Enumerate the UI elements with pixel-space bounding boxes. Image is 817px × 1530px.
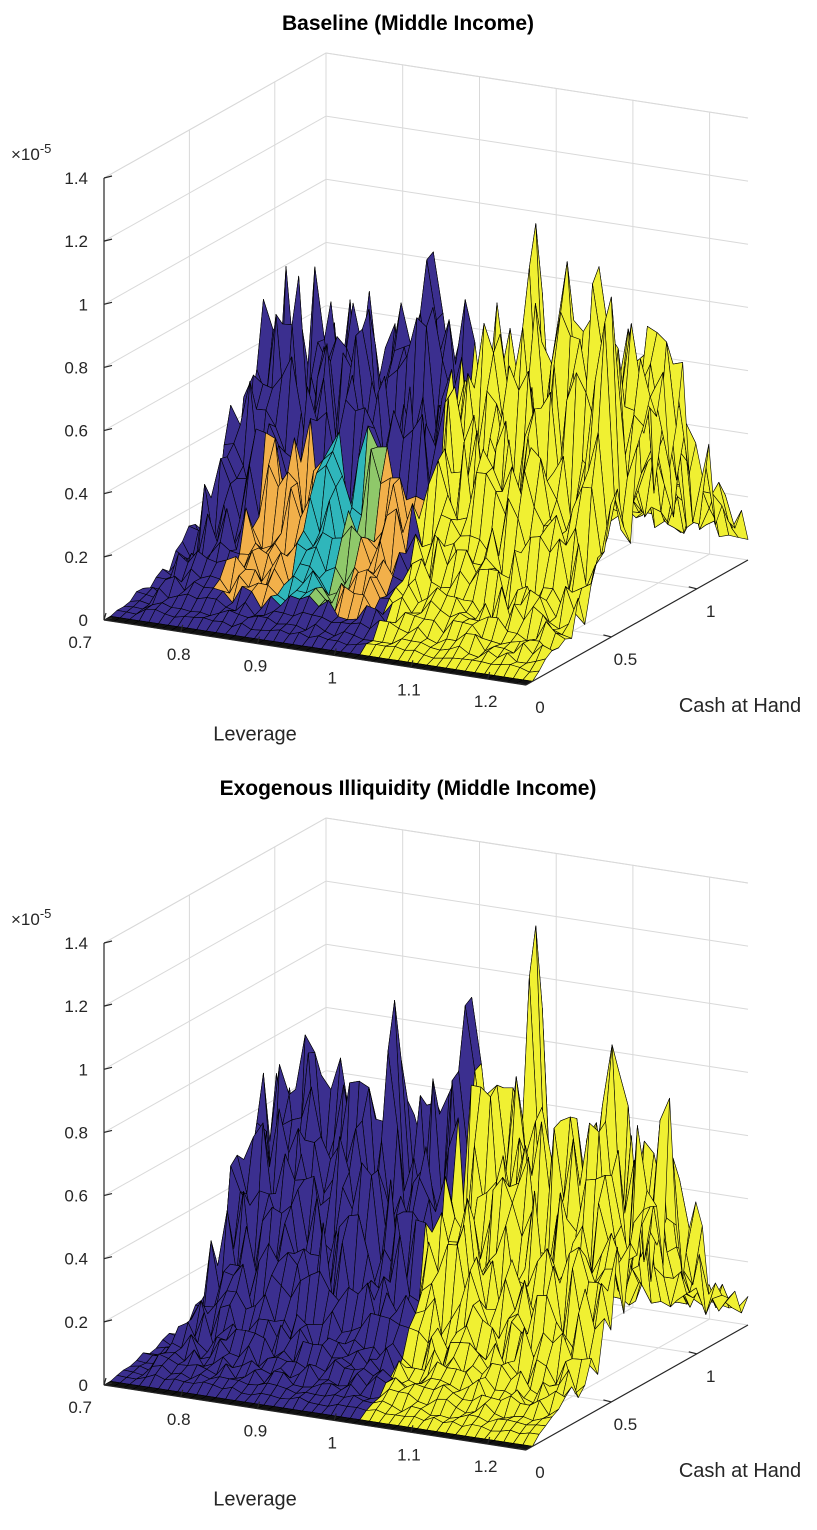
z-tick-label: 0: [79, 1376, 88, 1395]
x-tick-label: 0.7: [68, 1398, 92, 1417]
z-exponent-label: ×10-5: [11, 141, 51, 164]
chart-canvas: Baseline (Middle Income) 0 0.2 0.4 0.6 0.8 1 1.…: [0, 0, 817, 765]
z-tick-label: 0.6: [64, 1187, 88, 1206]
surface-chart-exogenous-illiquidity: Exogenous Illiquidity (Middle Income) 0 0.…: [0, 765, 817, 1530]
gridline-frame: [104, 818, 748, 943]
z-tick-label: 1: [79, 1060, 88, 1079]
z-exponent-power: -5: [40, 906, 52, 921]
x-axis-label: Leverage: [213, 1489, 296, 1511]
x-tick-label: 1: [327, 668, 336, 687]
gridline-z: [104, 116, 748, 241]
x-tick-label: 0.7: [68, 633, 92, 652]
chart-title: Exogenous Illiquidity (Middle Income): [220, 777, 597, 800]
gridline-z: [104, 881, 748, 1006]
x-tick-label: 1: [327, 1433, 336, 1452]
z-tick-label: 1.2: [64, 997, 88, 1016]
z-tick-label: 0.2: [64, 548, 88, 567]
gridline-z: [104, 818, 748, 943]
z-exponent-power: -5: [40, 141, 52, 156]
surface-chart-baseline: Baseline (Middle Income) 0 0.2 0.4 0.6 0.8 1 1.…: [0, 0, 817, 765]
y-tick-label: 0: [535, 1463, 544, 1482]
y-tick-label: 1: [706, 602, 715, 621]
x-tick-label: 0.8: [167, 645, 191, 664]
z-tick-label: 0.8: [64, 358, 88, 377]
x-axis-label: Leverage: [213, 724, 296, 746]
x-tick-label: 1.2: [474, 1457, 498, 1476]
z-tick-label: 0.8: [64, 1123, 88, 1142]
chart-canvas: Exogenous Illiquidity (Middle Income) 0 0.…: [0, 765, 817, 1530]
z-tick-label: 1: [79, 295, 88, 314]
z-tick-label: 0.6: [64, 422, 88, 441]
x-tick-label: 0.8: [167, 1410, 191, 1429]
y-tick-label: 0.5: [614, 1415, 638, 1434]
y-tick-label: 0: [535, 698, 544, 717]
y-tick-label: 1: [706, 1367, 715, 1386]
gridline-frame: [104, 53, 748, 178]
z-tick-label: 1.4: [64, 934, 88, 953]
y-tick-label: 0.5: [614, 650, 638, 669]
chart-title: Baseline (Middle Income): [282, 12, 534, 35]
x-tick-label: 1.2: [474, 692, 498, 711]
z-tick-label: 0.4: [64, 1250, 88, 1269]
x-tick-label: 1.1: [397, 680, 421, 699]
x-tick-label: 0.9: [244, 1422, 268, 1441]
x-tick-label: 1.1: [397, 1445, 421, 1464]
surface-patch: [725, 1291, 741, 1313]
x-tick-label: 0.9: [244, 657, 268, 676]
z-exponent-label: ×10-5: [11, 906, 51, 929]
z-tick-label: 0: [79, 611, 88, 630]
z-tick-label: 0.4: [64, 485, 88, 504]
z-tick-label: 1.4: [64, 169, 88, 188]
y-axis-label: Cash at Hand: [679, 695, 801, 717]
z-tick-label: 0.2: [64, 1313, 88, 1332]
z-tick-label: 1.2: [64, 232, 88, 251]
gridline-z: [104, 53, 748, 178]
gridline-z: [104, 944, 748, 1069]
y-axis-label: Cash at Hand: [679, 1460, 801, 1482]
surface: [104, 926, 748, 1450]
